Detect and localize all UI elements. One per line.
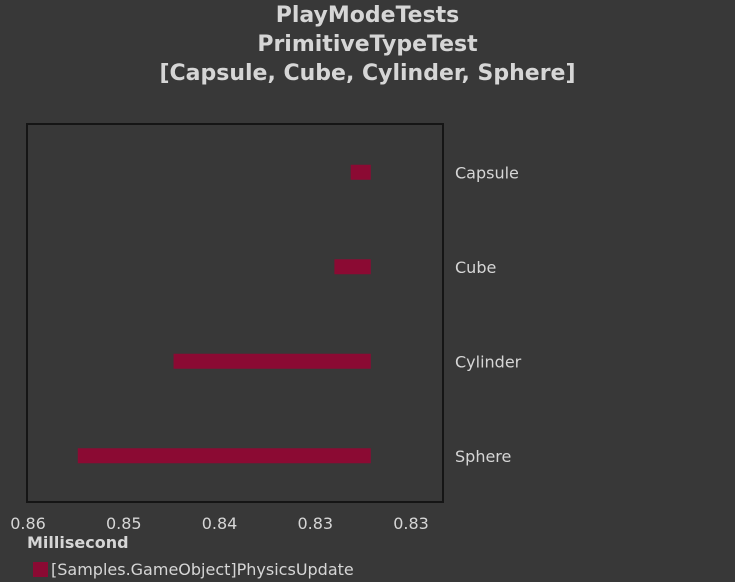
x-tick-label: 0.85 [106, 514, 142, 533]
plot-border [26, 123, 444, 503]
x-tick-label: 0.83 [393, 514, 429, 533]
legend-label: [Samples.GameObject]PhysicsUpdate [51, 560, 354, 579]
legend[interactable]: [Samples.GameObject]PhysicsUpdate [33, 560, 354, 579]
bar-cube[interactable] [334, 259, 371, 275]
x-tick-label: 0.83 [297, 514, 333, 533]
legend-swatch [33, 562, 48, 577]
x-axis-label: Millisecond [27, 533, 129, 552]
chart-title-line-1: PlayModeTests [275, 3, 460, 28]
bar-sphere[interactable] [77, 448, 371, 464]
category-label-cylinder: Cylinder [455, 352, 522, 371]
chart-title-line-3: [Capsule, Cube, Cylinder, Sphere] [159, 61, 576, 86]
chart-title-line-2: PrimitiveTypeTest [257, 32, 478, 57]
bar-capsule[interactable] [350, 164, 371, 180]
x-tick-label: 0.86 [10, 514, 46, 533]
x-tick-label: 0.84 [202, 514, 238, 533]
bar-cylinder[interactable] [173, 353, 371, 369]
category-label-capsule: Capsule [455, 163, 519, 182]
category-label-cube: Cube [455, 258, 496, 277]
category-label-sphere: Sphere [455, 447, 511, 466]
